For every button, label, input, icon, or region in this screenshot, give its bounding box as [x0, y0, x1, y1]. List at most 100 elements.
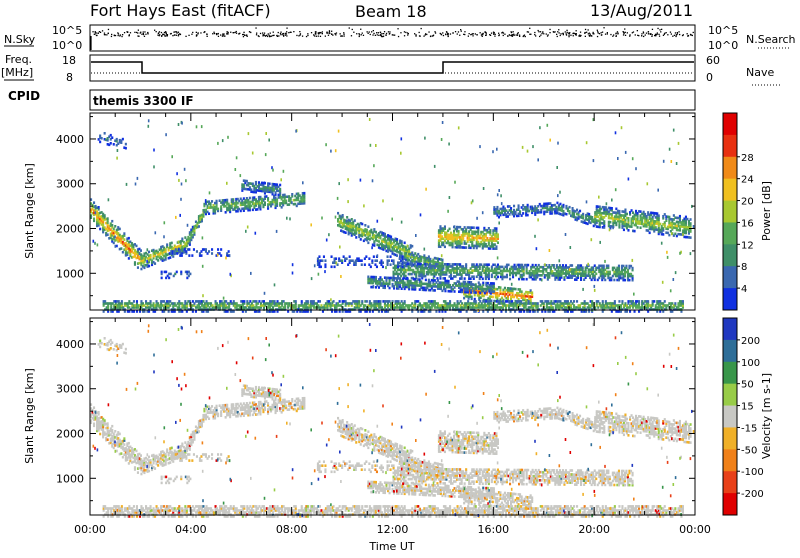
power-cell: [165, 248, 167, 251]
nsky-point: [336, 32, 337, 33]
nsky-point: [95, 31, 96, 32]
power-cell: [148, 251, 150, 254]
nsky-point: [589, 36, 590, 37]
nsky-point: [523, 36, 524, 37]
power-cell: [93, 201, 95, 204]
power-cell: [371, 259, 373, 262]
nsky-point: [288, 32, 289, 33]
nsky-point: [373, 30, 374, 31]
nsky-point: [92, 31, 93, 32]
nsky-point: [342, 35, 343, 36]
power-cell: [492, 296, 494, 299]
cpid-label: CPID: [8, 89, 40, 103]
nsky-point: [262, 32, 263, 33]
nsky-point: [178, 32, 179, 33]
nsky-point: [542, 32, 543, 33]
power-cell: [211, 200, 213, 203]
nsky-point: [565, 31, 566, 32]
power-cell: [196, 250, 198, 253]
power-cell: [396, 238, 398, 241]
nsky-point: [605, 34, 606, 35]
power-cell: [624, 209, 626, 212]
freq-label-top: Freq.: [5, 53, 32, 66]
power-cell: [387, 255, 389, 258]
nsky-point: [356, 33, 357, 34]
nsky-point: [363, 35, 364, 36]
power-cell: [168, 310, 170, 313]
power-cell: [157, 259, 159, 262]
power-cell: [205, 248, 207, 251]
nsky-point: [535, 35, 536, 36]
nsky-point: [663, 35, 664, 36]
nsky-point: [483, 33, 484, 34]
power-cell: [125, 147, 127, 150]
power-cell: [588, 213, 590, 216]
power-cell: [582, 266, 584, 269]
power-cell: [497, 241, 499, 244]
power-cell: [425, 279, 427, 282]
nsky-point: [687, 33, 688, 34]
nsky-point: [220, 34, 221, 35]
power-cell: [367, 242, 369, 245]
nsky-point: [459, 35, 460, 36]
nsky-point: [143, 31, 144, 32]
nsky-point: [648, 31, 649, 32]
power-cell: [488, 263, 490, 266]
nsky-point: [567, 32, 568, 33]
nsky-point: [460, 29, 461, 30]
nsky-point: [546, 33, 547, 34]
nsky-point: [359, 34, 360, 35]
nsky-point: [381, 35, 382, 36]
power-cell: [609, 271, 611, 274]
power-cell: [569, 210, 571, 213]
power-cell: [337, 212, 339, 215]
power-cell: [521, 290, 523, 293]
nsky-point: [98, 33, 99, 34]
power-cell: [523, 278, 525, 281]
nsky-point: [407, 32, 408, 33]
power-cell: [179, 250, 181, 253]
power-cell: [662, 233, 664, 236]
nsky-point: [246, 34, 247, 35]
power-cell: [365, 255, 367, 258]
nsky-point: [283, 36, 284, 37]
power-cell: [471, 296, 473, 299]
power-cell: [411, 265, 413, 268]
power-cell: [458, 230, 460, 233]
nsky-point: [443, 35, 444, 36]
power-heatmap-cells: [90, 118, 694, 313]
nsky-point: [144, 36, 145, 37]
nsky-point: [104, 33, 105, 34]
power-cell: [632, 275, 634, 278]
nsky-point: [244, 35, 245, 36]
nsky-point: [539, 36, 540, 37]
nsky-point: [534, 32, 535, 33]
power-cell: [401, 240, 403, 243]
nsky-point: [482, 34, 483, 35]
power-cell: [133, 300, 135, 303]
nsky-point: [675, 32, 676, 33]
nsky-point: [643, 31, 644, 32]
nsky-point: [560, 33, 561, 34]
nsky-point: [419, 35, 420, 36]
nsky-point: [322, 33, 323, 34]
power-cell: [403, 257, 405, 260]
power-cell: [690, 218, 692, 221]
nsky-point: [258, 36, 259, 37]
nsky-point: [239, 33, 240, 34]
power-cell: [335, 257, 337, 260]
nsky-point: [227, 31, 228, 32]
power-cell: [632, 267, 634, 270]
nsky-point: [423, 36, 424, 37]
nsky-point: [641, 35, 642, 36]
power-cell: [556, 202, 558, 205]
nsky-point: [446, 31, 447, 32]
nsky-point: [322, 31, 323, 32]
nsky-point: [588, 33, 589, 34]
nsky-point: [393, 34, 394, 35]
nsky-point: [270, 33, 271, 34]
power-cell: [99, 135, 101, 138]
nsky-point: [264, 33, 265, 34]
power-cell: [474, 294, 476, 297]
